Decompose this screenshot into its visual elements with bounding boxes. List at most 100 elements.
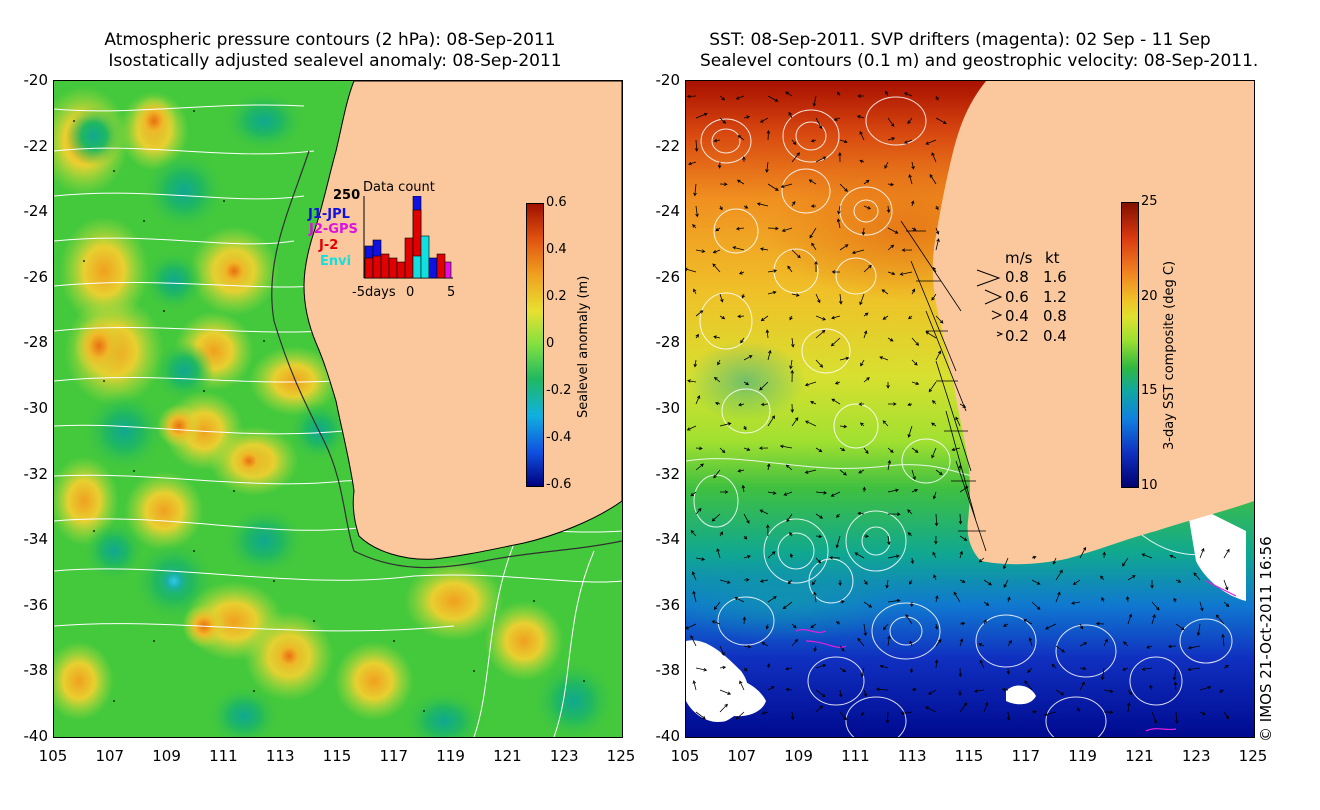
velocity-arrow: [1199, 601, 1204, 612]
velocity-arrow: [780, 183, 793, 189]
velocity-arrow: [810, 138, 817, 143]
right-x-tick-10: 125: [1238, 747, 1268, 765]
velocity-arrow: [1146, 645, 1153, 649]
velocity-arrow: [1149, 684, 1153, 691]
velocity-arrow: [834, 381, 841, 385]
velocity-arrow: [766, 129, 771, 141]
velocity-arrow: [788, 111, 793, 119]
velocity-arrow: [719, 703, 728, 713]
velocity-arrow: [712, 249, 721, 254]
velocity-arrow: [863, 534, 870, 538]
velocity-arrow: [899, 271, 913, 276]
velocity-arrow: [887, 488, 899, 493]
velocity-arrow: [953, 591, 961, 603]
velocity-arrow: [1031, 601, 1041, 610]
velocity-arrow: [735, 711, 745, 720]
velocity-arrow: [881, 289, 889, 295]
mission-j-2: J-2: [319, 238, 339, 253]
velocity-arrow: [688, 161, 697, 166]
velocity-arrow: [815, 117, 823, 130]
velocity-arrow: [1167, 644, 1177, 649]
velocity-arrow: [759, 509, 769, 515]
right-title-line2: Sealevel contours (0.1 m) and geostrophi…: [700, 51, 1259, 71]
velocity-arrow: [759, 579, 769, 583]
velocity-arrow: [860, 422, 865, 427]
velocity-arrow: [739, 680, 745, 691]
velocity-arrow: [743, 381, 750, 386]
velocity-arrow: [911, 359, 918, 366]
velocity-arrow: [974, 689, 985, 693]
left-x-tick-7: 119: [436, 747, 465, 765]
right-x-tick-7: 119: [1068, 747, 1097, 765]
velocity-arrow: [791, 417, 799, 427]
velocity-arrow: [907, 532, 913, 537]
velocity-arrow: [694, 139, 699, 152]
velocity-arrow: [886, 205, 891, 214]
velocity-arrow: [810, 204, 817, 208]
velocity-arrow: [839, 600, 845, 604]
velocity-arrow: [858, 469, 865, 474]
velocity-arrow: [935, 205, 939, 211]
velocity-arrow: [790, 403, 795, 414]
velocity-arrow: [759, 381, 769, 391]
velocity-arrow: [1003, 579, 1009, 588]
velocity-arrow: [1141, 667, 1153, 671]
velocity-arrow: [1223, 548, 1230, 559]
velocity-arrow: [830, 337, 841, 347]
velocity-arrow: [928, 689, 937, 695]
velocity-arrow: [814, 260, 818, 273]
velocity-arrow: [1173, 681, 1178, 691]
velocity-arrow: [787, 579, 793, 585]
velocity-arrow: [839, 424, 848, 429]
right-x-tick-3: 111: [841, 747, 870, 765]
velocity-arrow: [741, 293, 745, 299]
velocity-arrow: [887, 447, 894, 453]
velocity-arrow: [934, 623, 939, 630]
left-y-tick-4: -28: [23, 333, 49, 352]
velocity-arrow: [815, 557, 822, 564]
velocity-arrow: [789, 553, 794, 559]
velocity-arrow: [1006, 711, 1011, 721]
velocity-arrow: [935, 227, 940, 235]
velocity-arrow: [1150, 579, 1154, 589]
velocity-arrow: [1027, 667, 1033, 673]
legend-row-4-kt: 0.4: [1043, 327, 1067, 345]
left-x-tick-10: 125: [606, 747, 636, 765]
velocity-arrow: [879, 664, 889, 669]
velocity-arrow: [1031, 579, 1041, 585]
velocity-arrow: [1223, 579, 1229, 591]
velocity-arrow: [738, 402, 745, 407]
velocity-arrow: [1079, 681, 1085, 691]
left-y-tick-2: -24: [23, 202, 49, 221]
velocity-arrow: [766, 524, 770, 537]
velocity-arrow: [815, 689, 826, 698]
velocity-arrow: [887, 554, 900, 559]
velocity-arrow: [935, 469, 943, 476]
velocity-arrow: [790, 711, 795, 721]
velocity-arrow: [1100, 667, 1105, 681]
velocity-arrow: [695, 711, 706, 720]
velocity-arrow: [887, 635, 891, 647]
right-x-tick-9: 123: [1181, 747, 1211, 765]
velocity-arrow: [875, 687, 889, 692]
velocity-arrow: [767, 95, 779, 102]
velocity-arrow: [935, 639, 942, 647]
velocity-arrow: [719, 689, 732, 695]
inset-x-label-5: 5: [447, 285, 456, 300]
velocity-arrow: [808, 179, 817, 185]
velocity-arrow: [1127, 613, 1133, 625]
left-x-tick-8: 121: [493, 747, 522, 765]
inset-x-label-0: 0: [406, 285, 415, 300]
velocity-arrow: [759, 117, 769, 123]
velocity-arrow: [810, 400, 817, 405]
velocity-arrow: [934, 535, 938, 545]
velocity-arrow: [935, 117, 947, 124]
velocity-arrow: [765, 623, 770, 630]
velocity-arrow: [737, 469, 745, 473]
velocity-arrow: [1024, 680, 1033, 691]
velocity-arrow: [695, 112, 708, 119]
velocity-arrow: [715, 227, 721, 232]
velocity-arrow: [887, 402, 897, 406]
velocity-arrow: [743, 447, 751, 451]
velocity-arrow: [767, 415, 775, 427]
